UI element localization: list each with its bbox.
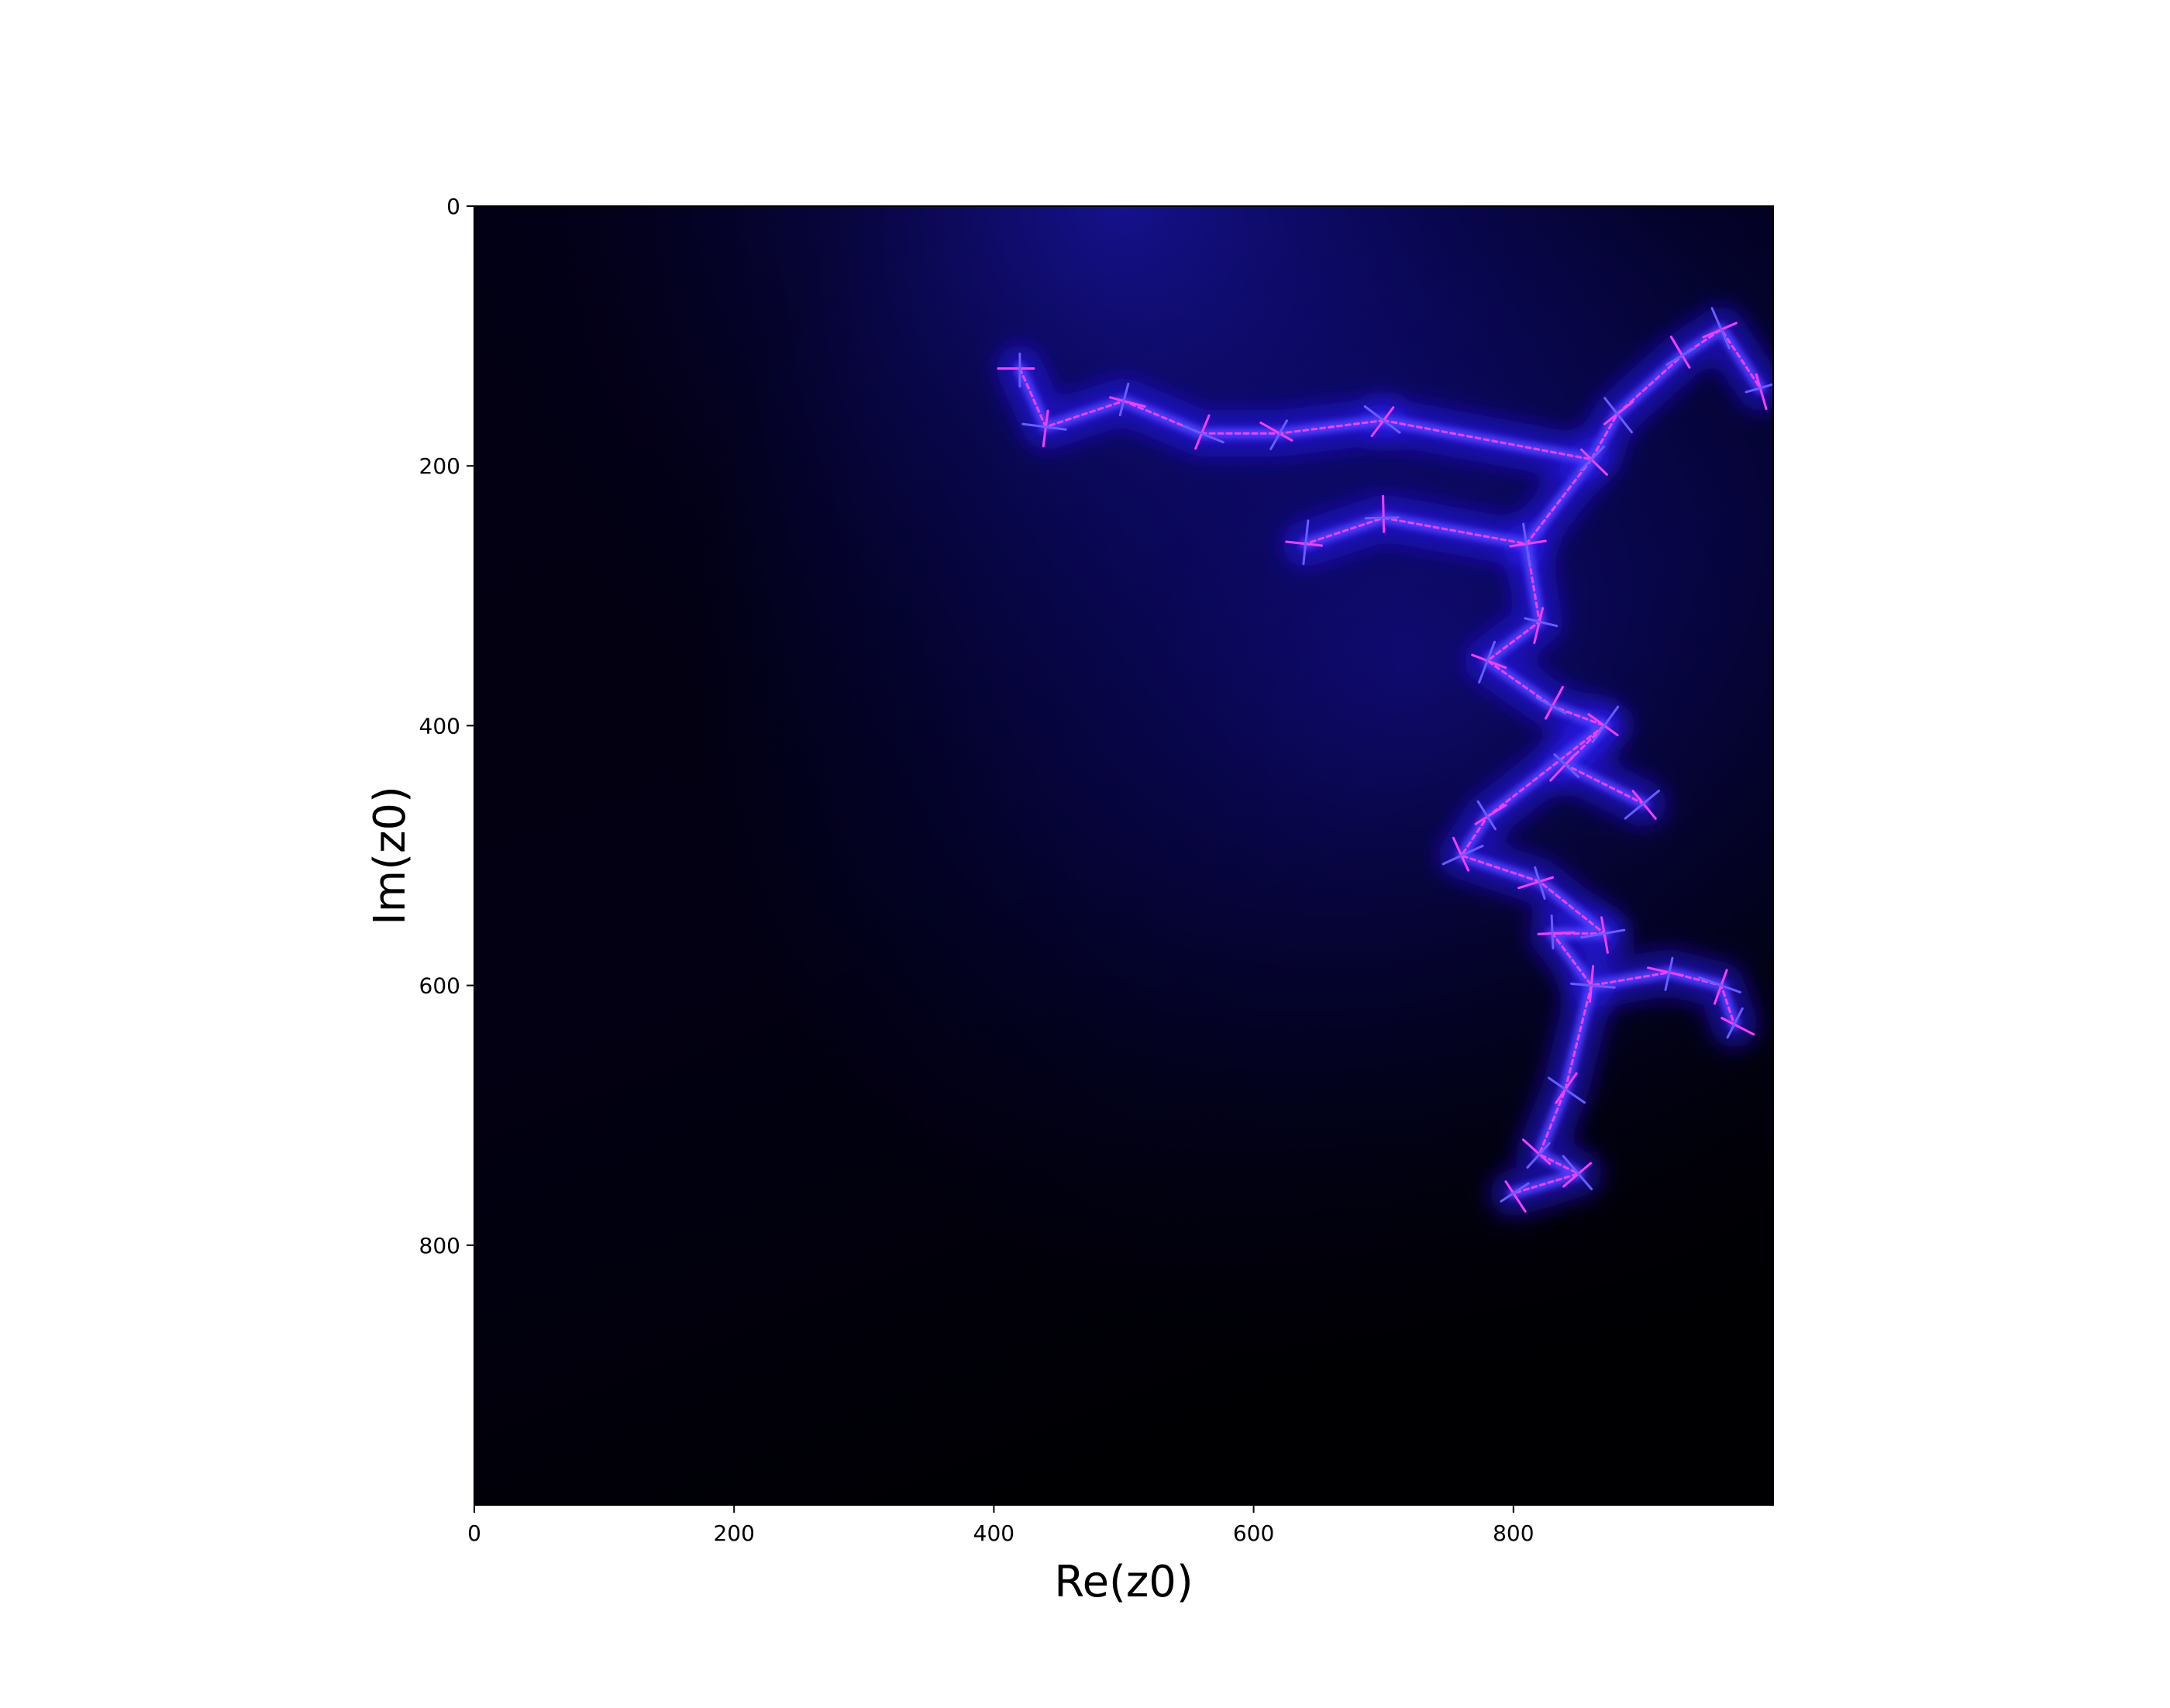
plot-area bbox=[474, 206, 1777, 1505]
filament-tuft bbox=[1383, 496, 1384, 518]
filament-tuft bbox=[1538, 934, 1552, 935]
y-axis-ticks: 0 200 400 600 800 bbox=[419, 194, 474, 1259]
x-tick-label: 0 bbox=[467, 1520, 481, 1546]
x-tick-label: 800 bbox=[1493, 1520, 1534, 1546]
x-axis-ticks: 0 200 400 600 800 bbox=[467, 1505, 1534, 1546]
x-tick-label: 200 bbox=[713, 1520, 754, 1546]
y-tick-label: 0 bbox=[446, 194, 460, 219]
filament-tuft bbox=[1552, 934, 1553, 949]
y-tick-label: 200 bbox=[419, 453, 460, 479]
filament-tuft bbox=[1552, 932, 1574, 933]
y-tick-label: 600 bbox=[419, 973, 460, 999]
filament-tuft bbox=[1590, 986, 1592, 1002]
x-tick-label: 600 bbox=[1233, 1520, 1274, 1546]
y-axis-label: Im(z0) bbox=[365, 786, 415, 925]
y-tick-label: 800 bbox=[419, 1233, 460, 1259]
x-tick-label: 400 bbox=[973, 1520, 1014, 1546]
y-tick-label: 400 bbox=[419, 713, 460, 739]
x-axis-label: Re(z0) bbox=[1054, 1557, 1194, 1607]
